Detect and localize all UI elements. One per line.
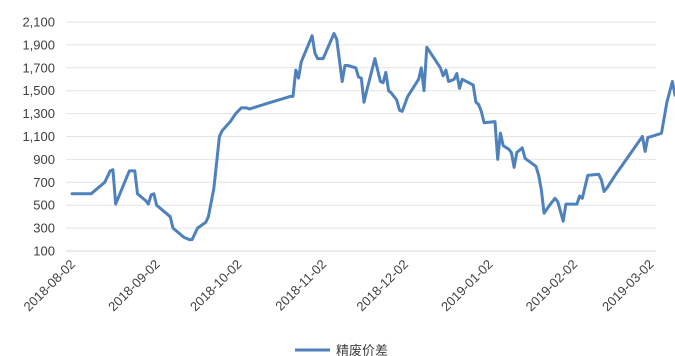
y-tick-label: 700 bbox=[33, 175, 55, 190]
x-tick-label: 2018-09-02 bbox=[105, 257, 163, 315]
y-tick-label: 1,500 bbox=[22, 83, 55, 98]
series-line-jingfei-spread bbox=[70, 32, 675, 242]
x-tick-label: 2018-11-02 bbox=[272, 257, 329, 314]
y-tick-label: 2,100 bbox=[22, 15, 55, 30]
x-tick-label: 2019-01-02 bbox=[438, 257, 496, 315]
y-tick-label: 1,900 bbox=[22, 37, 55, 52]
x-tick-label: 2018-12-02 bbox=[353, 257, 411, 315]
y-tick-label: 1,700 bbox=[22, 60, 55, 75]
y-axis-tick-labels: 2,100 1,900 1,700 1,500 1,300 1,100 900 700 500 3… bbox=[22, 15, 55, 259]
gridlines bbox=[66, 21, 656, 252]
x-tick-label: 2019-03-02 bbox=[599, 257, 657, 315]
y-tick-label: 300 bbox=[33, 221, 55, 236]
legend-label: 精废价差 bbox=[336, 343, 388, 356]
x-axis-tick-labels: 2018-08-02 2018-09-02 2018-10-02 2018-11-02… bbox=[20, 257, 656, 315]
x-tick-label: 2018-08-02 bbox=[20, 257, 78, 315]
y-tick-label: 500 bbox=[33, 198, 55, 213]
y-tick-label: 1,100 bbox=[22, 129, 55, 144]
legend: 精废价差 bbox=[295, 343, 388, 356]
y-tick-label: 900 bbox=[33, 152, 55, 167]
y-tick-label: 100 bbox=[33, 244, 55, 259]
y-tick-label: 1,300 bbox=[22, 106, 55, 121]
x-tick-label: 2019-02-02 bbox=[523, 257, 581, 315]
x-tick-label: 2018-10-02 bbox=[187, 257, 245, 315]
